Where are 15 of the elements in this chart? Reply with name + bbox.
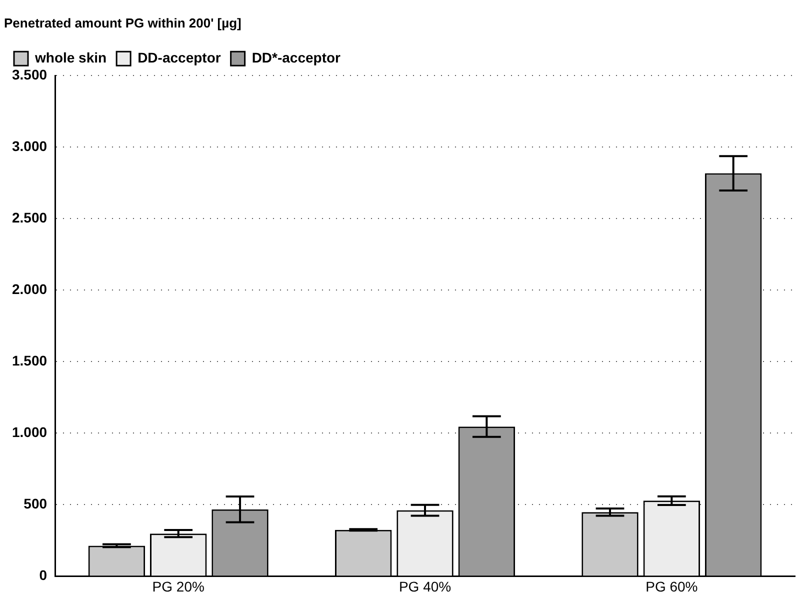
y-tick-label: 500	[24, 496, 48, 512]
y-tick-label: 2.000	[12, 281, 48, 297]
x-tick-label: PG 60%	[646, 578, 698, 594]
y-axis-title: Penetrated amount PG within 200' [µg]	[4, 15, 242, 30]
y-tick-label: 1.000	[12, 424, 48, 440]
x-tick-label: PG 20%	[152, 578, 204, 594]
y-tick-label: 1.500	[12, 352, 48, 369]
y-tick-label: 3.500	[12, 66, 48, 82]
y-tick-label: 2.500	[12, 209, 48, 226]
x-tick-label: PG 40%	[398, 578, 452, 594]
y-tick-label: 3.000	[12, 138, 48, 154]
legend-label: whole skin	[34, 49, 107, 66]
y-tick-label: 0	[39, 567, 48, 584]
legend-label: DD-acceptor	[138, 49, 222, 66]
legend-label: DD*-acceptor	[252, 49, 342, 66]
